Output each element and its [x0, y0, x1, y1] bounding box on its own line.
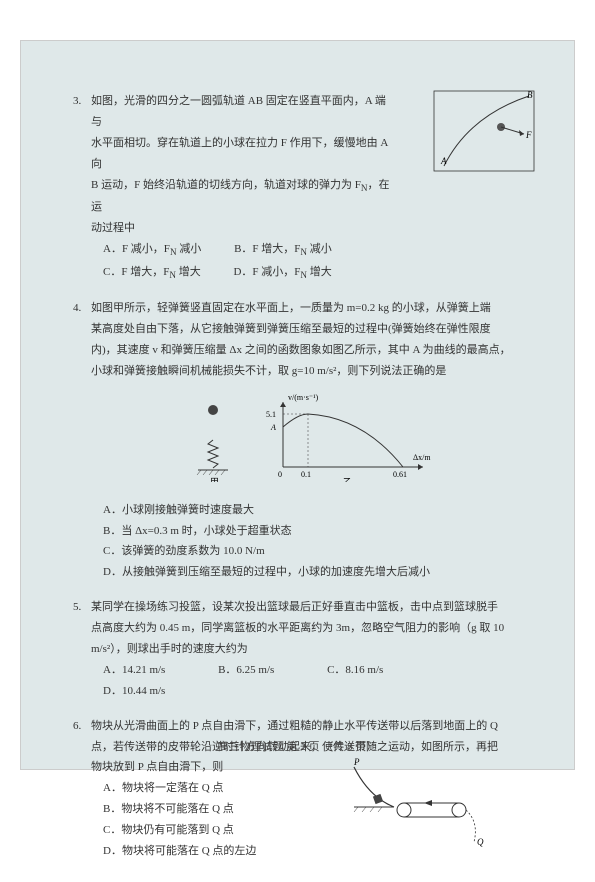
- svg-text:乙: 乙: [343, 477, 352, 482]
- q3-optA: A．F 减小，FN 减小: [103, 239, 201, 262]
- q3-line3: B 运动，F 始终沿轨道的切线方向，轨道对球的弹力为 F: [91, 179, 361, 191]
- page-content: 3. 如图，光滑的四分之一圆弧轨道 AB 固定在竖直平面内，A 端与 水平面相切…: [20, 40, 575, 770]
- q4-diagram: 甲 5.1 A v/(m·s⁻¹) 0 0.1 0.61 Δx/m 乙: [91, 392, 514, 490]
- q4-stem: 如图甲所示，轻弹簧竖直固定在水平面上，一质量为 m=0.2 kg 的小球，从弹簧…: [91, 298, 514, 382]
- q5-optC: C．8.16 m/s: [327, 660, 383, 681]
- q4-optC: C．该弹簧的劲度系数为 10.0 N/m: [103, 541, 514, 562]
- q4-number: 4.: [73, 298, 81, 319]
- q6-diagram: P Q: [344, 757, 494, 847]
- svg-text:0: 0: [278, 470, 282, 479]
- q3-optB: B．F 增大，FN 减小: [234, 239, 332, 262]
- q4-line4: 小球和弹簧接触瞬间机械能损失不计，取 g=10 m/s²，则下列说法正确的是: [91, 365, 446, 377]
- q5-line2: 点高度大约为 0.45 m，同学离篮板的水平距离约为 3m，忽略空气阻力的影响（…: [91, 622, 504, 634]
- q5-optB: B．6.25 m/s: [218, 660, 274, 681]
- q3-optD: D．F 减小，FN 增大: [233, 262, 331, 285]
- q5-number: 5.: [73, 597, 81, 618]
- svg-text:甲: 甲: [210, 477, 219, 482]
- q6-line1: 物块从光滑曲面上的 P 点自由滑下，通过粗糙的静止水平传送带以后落到地面上的 Q: [91, 720, 498, 732]
- q4-optD: D．从接触弹簧到压缩至最短的过程中，小球的加速度先增大后减小: [103, 562, 514, 583]
- q5-optA: A．14.21 m/s: [103, 660, 165, 681]
- q5-line3: m/s²），则球出手时的速度大约为: [91, 643, 248, 655]
- svg-text:P: P: [353, 757, 360, 767]
- svg-text:A: A: [270, 423, 276, 432]
- q3-number: 3.: [73, 91, 81, 112]
- q6-line3: 物块放到 P 点自由滑下，则: [91, 761, 223, 773]
- q3-label-B: B: [527, 90, 533, 100]
- q4-optA: A．小球刚接触弹簧时速度最大: [103, 500, 514, 521]
- svg-text:5.1: 5.1: [266, 410, 276, 419]
- q3-label-A: A: [440, 156, 447, 166]
- q5-optD: D．10.44 m/s: [103, 681, 165, 702]
- q4-optB: B．当 Δx=0.3 m 时，小球处于超重状态: [103, 521, 514, 542]
- q3-line1: 如图，光滑的四分之一圆弧轨道 AB 固定在竖直平面内，A 端与: [91, 95, 386, 128]
- q3-line4: 动过程中: [91, 222, 135, 234]
- q3-optC: C．F 增大，FN 增大: [103, 262, 201, 285]
- q3-line2: 水平面相切。穿在轨道上的小球在拉力 F 作用下，缓慢地由 A 向: [91, 137, 388, 170]
- question-5: 5. 某同学在操场练习投篮，设某次投出篮球最后正好垂直击中篮板，击中点到篮球脱手…: [91, 597, 514, 701]
- svg-text:0.1: 0.1: [301, 470, 311, 479]
- q4-line2: 某高度处自由下落，从它接触弹簧到弹簧压缩至最短的过程中(弹簧始终在弹性限度: [91, 323, 491, 335]
- svg-text:0.61: 0.61: [393, 470, 407, 479]
- q4-line1: 如图甲所示，轻弹簧竖直固定在水平面上，一质量为 m=0.2 kg 的小球，从弹簧…: [91, 302, 491, 314]
- q3-diagram: A B F: [429, 86, 539, 176]
- q4-line3: 内)，其速度 v 和弹簧压缩量 Δx 之间的函数图象如图乙所示，其中 A 为曲线…: [91, 344, 511, 356]
- svg-text:Δx/m: Δx/m: [413, 453, 431, 462]
- q3-label-F: F: [525, 130, 532, 140]
- question-3: 3. 如图，光滑的四分之一圆弧轨道 AB 固定在竖直平面内，A 端与 水平面相切…: [91, 91, 514, 284]
- question-4: 4. 如图甲所示，轻弹簧竖直固定在水平面上，一质量为 m=0.2 kg 的小球，…: [91, 298, 514, 583]
- q3-options: A．F 减小，FN 减小 B．F 增大，FN 减小 C．F 增大，FN 增大 D…: [103, 239, 514, 284]
- q5-stem: 某同学在操场练习投篮，设某次投出篮球最后正好垂直击中篮板，击中点到篮球脱手 点高…: [91, 597, 514, 660]
- svg-text:v/(m·s⁻¹): v/(m·s⁻¹): [288, 393, 319, 402]
- q5-line1: 某同学在操场练习投篮，设某次投出篮球最后正好垂直击中篮板，击中点到篮球脱手: [91, 601, 498, 613]
- q6-number: 6.: [73, 716, 81, 737]
- q5-options: A．14.21 m/s B．6.25 m/s C．8.16 m/s D．10.4…: [103, 660, 514, 702]
- page-footer: 高三物理试题 第 2 页 （共 8 页）: [21, 738, 574, 754]
